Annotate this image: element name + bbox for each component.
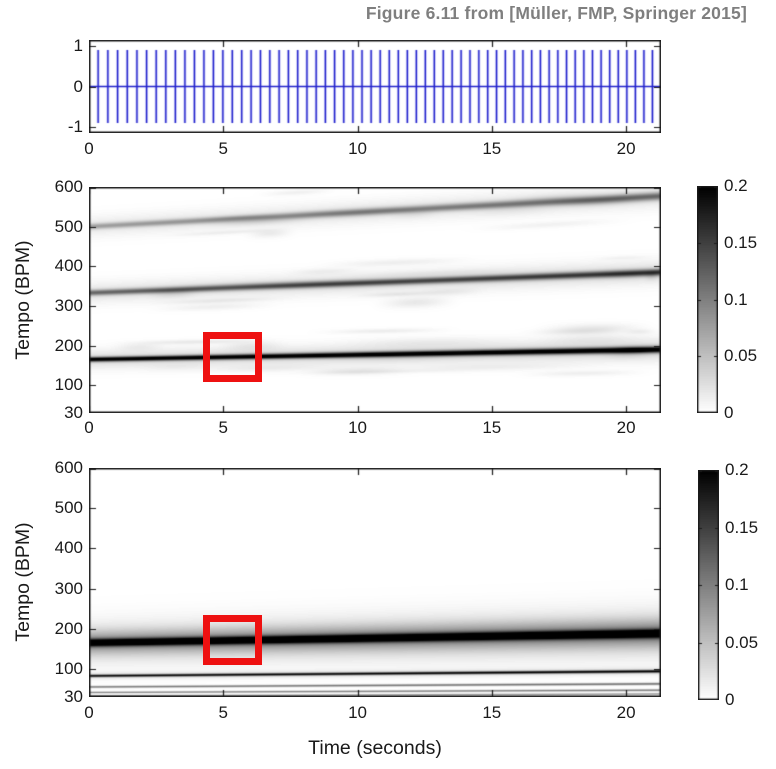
y-tick-label: 200: [54, 335, 83, 355]
y-tick-label: 0: [73, 76, 83, 96]
x-tick-label: 15: [482, 139, 502, 158]
waveform-plot-canvas: [89, 40, 661, 133]
x-tick-label: 5: [218, 139, 228, 158]
colorbar-fourier: [697, 186, 718, 413]
y-tick-label: 300: [54, 295, 83, 315]
x-tick-label: 15: [482, 703, 502, 722]
colorbar-tick-label: 0.1: [724, 289, 748, 309]
figure-title: Figure 6.11 from [Müller, FMP, Springer …: [365, 3, 747, 23]
y-tick-label: 300: [54, 578, 83, 598]
y-tick-label: 100: [54, 375, 83, 395]
y-tick-label: 600: [54, 458, 83, 477]
x-tick-label: 15: [482, 418, 502, 437]
x-tick-label: 10: [348, 703, 367, 722]
y-tick-label: 30: [64, 403, 83, 422]
x-tick-label: 5: [218, 418, 228, 437]
y-tick-label: 30: [64, 687, 83, 706]
x-tick-label: 5: [218, 703, 228, 722]
y-tick-label: 200: [54, 618, 83, 638]
colorbar-tick-label: 0: [724, 403, 734, 422]
y-tick-label: 1: [73, 36, 83, 56]
colorbar-tick-label: 0.1: [725, 575, 749, 594]
tempo-axis-label-autocorr: Tempo (BPM): [12, 522, 34, 642]
colorbar-tick-label: 0.15: [725, 517, 759, 537]
x-tick-label: 10: [348, 418, 367, 437]
highlight-box-autocorr: [203, 615, 262, 665]
x-tick-label: 20: [616, 703, 636, 722]
colorbar-tick-label: 0.05: [725, 632, 759, 652]
y-tick-label: 500: [54, 498, 83, 518]
colorbar-tick-label: 0.15: [724, 232, 758, 252]
colorbar-tick-label: 0.2: [725, 460, 749, 479]
tempo-axis-label-fourier: Tempo (BPM): [12, 240, 34, 360]
y-tick-label: 600: [54, 177, 83, 196]
y-tick-label: 400: [54, 256, 83, 276]
colorbar-autocorrelation: [698, 470, 719, 700]
colorbar-tick-label: 0: [725, 690, 735, 709]
colorbar-tick-label: 0.2: [724, 176, 748, 195]
y-tick-label: 100: [54, 658, 83, 678]
x-tick-label: 0: [84, 703, 94, 722]
y-tick-label: 500: [54, 216, 83, 236]
y-tick-label: -1: [67, 116, 83, 136]
time-axis-label: Time (seconds): [308, 737, 442, 759]
colorbar-tick-label: 0.05: [724, 346, 758, 366]
x-tick-label: 0: [84, 418, 94, 437]
y-tick-label: 400: [54, 538, 83, 558]
x-tick-label: 0: [84, 139, 94, 158]
x-tick-label: 20: [616, 139, 636, 158]
x-tick-label: 10: [348, 139, 367, 158]
highlight-box-fourier: [203, 332, 262, 382]
autocorrelation-tempogram-canvas: [89, 468, 661, 697]
x-tick-label: 20: [616, 418, 636, 437]
fourier-tempogram-canvas: [89, 187, 661, 413]
